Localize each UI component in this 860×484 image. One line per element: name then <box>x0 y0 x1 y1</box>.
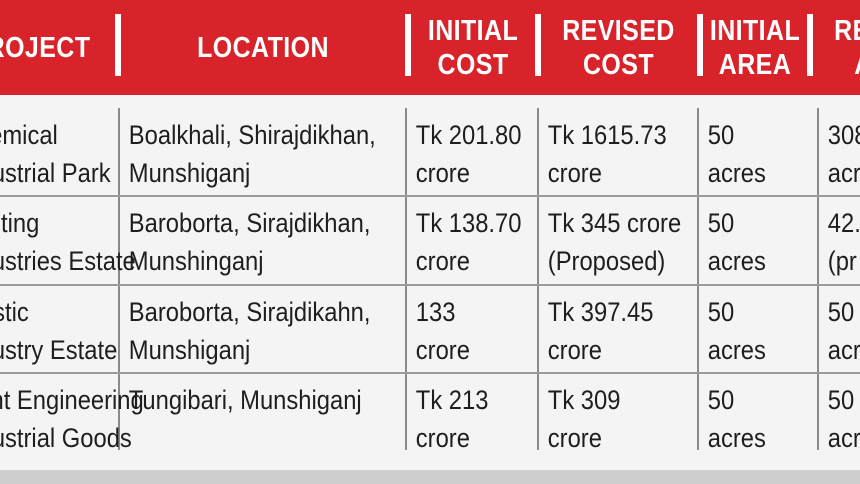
location-cell: Boalkhali, Shirajdikhan, Munshiganj <box>128 120 376 188</box>
header-revised-area-line2: AREA <box>834 48 860 82</box>
revised-cost-cell: Tk 397.45 crore <box>547 297 654 365</box>
table-footer-band <box>0 470 860 484</box>
project-cell: PlasticIndustry Estate <box>0 297 118 365</box>
header-initial-cost: INITIAL COST <box>420 0 527 95</box>
row-divider <box>0 195 860 197</box>
column-divider <box>817 108 819 450</box>
header-separator <box>807 14 813 76</box>
header-revised-area-line1: REVISED <box>834 14 860 47</box>
initial-cost-cell: Tk 201.80 crore <box>415 120 522 188</box>
table-body <box>0 95 860 470</box>
header-revised-cost-line1: REVISED <box>562 14 675 47</box>
revised-cost-cell: Tk 1615.73 crore <box>547 120 667 188</box>
header-separator <box>115 14 121 76</box>
header-project: PROJECT <box>0 0 99 95</box>
header-revised-cost: REVISED COST <box>552 0 685 95</box>
header-project-line1: PROJECT <box>0 31 91 64</box>
location-cell: Baroborta, Sirajdikahn, Munshiganj <box>128 297 371 365</box>
initial-area-cell: 50 acres <box>707 208 766 276</box>
header-initial-area: INITIAL AREA <box>709 0 801 95</box>
header-revised-area: REVISEDAREA <box>822 0 860 95</box>
location-cell: Baroborta, Sirajdikhan, Munshinganj <box>128 208 371 276</box>
header-revised-cost-line2: COST <box>582 48 654 81</box>
header-initial-cost-line2: COST <box>437 48 509 81</box>
column-divider <box>697 108 699 450</box>
header-initial-cost-line1: INITIAL <box>427 14 519 47</box>
initial-area-cell: 50 acres <box>707 385 766 453</box>
revised-area-cell: 42. (pr <box>827 208 860 276</box>
project-cell: PrintingIndustries Estate <box>0 208 136 276</box>
row-divider <box>0 284 860 286</box>
header-separator <box>697 14 703 76</box>
revised-cost-cell: Tk 345 crore (Proposed) <box>547 208 682 276</box>
header-separator <box>535 14 541 76</box>
initial-cost-cell: Tk 138.70 crore <box>415 208 522 276</box>
project-cell: ChemicalIndustrial Park <box>0 120 111 188</box>
project-cell: Light EngineeringIndustrial Goods <box>0 385 144 453</box>
initial-cost-cell: Tk 213 crore <box>415 385 489 453</box>
column-divider <box>405 108 407 450</box>
header-location-line1: LOCATION <box>197 31 329 64</box>
header-location: LOCATION <box>141 0 385 95</box>
initial-area-cell: 50 acres <box>707 297 766 365</box>
column-divider <box>118 108 120 450</box>
header-initial-area-line1: INITIAL <box>709 14 801 47</box>
location-cell: Tungibari, Munshiganj <box>128 385 362 415</box>
column-divider <box>537 108 539 450</box>
initial-area-cell: 50 acres <box>707 120 766 188</box>
revised-cost-cell: Tk 309 crore <box>547 385 621 453</box>
row-divider <box>0 372 860 374</box>
revised-area-cell: 308acres <box>827 120 860 188</box>
initial-cost-cell: 133 crore <box>415 297 470 365</box>
header-initial-area-line2: AREA <box>718 48 792 81</box>
table-header <box>0 0 860 95</box>
header-separator <box>405 14 411 76</box>
